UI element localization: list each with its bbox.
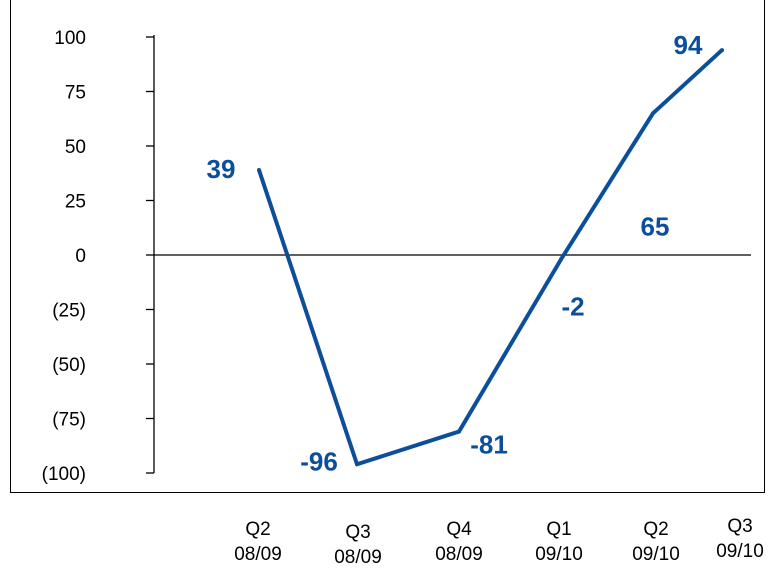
data-label: -96 [300,446,338,476]
y-tick-label: (25) [52,301,86,322]
data-label: 39 [207,154,236,184]
y-tick-label: 25 [65,192,86,213]
x-tick-label: Q3 09/10 [716,516,764,562]
data-point [651,111,655,116]
x-tick-label: Q2 08/09 [234,519,282,565]
x-tick-label: Q1 09/10 [535,519,583,565]
data-point [355,462,359,467]
data-label: -81 [470,430,508,460]
y-tick-label: (75) [52,410,86,431]
y-tick-label: 0 [75,246,86,267]
x-tick-label: Q4 08/09 [435,519,483,565]
data-point [257,167,261,172]
chart-frame [10,0,765,493]
data-label: -2 [561,291,584,321]
data-point [559,257,563,262]
data-point [457,429,461,434]
series-line [257,48,724,467]
y-tick-label: 75 [65,83,86,104]
y-tick-label: (100) [42,464,86,485]
x-tick-label: Q3 08/09 [334,522,382,568]
data-label: 94 [674,30,703,60]
data-label: 65 [641,211,670,241]
x-tick-label: Q2 09/10 [632,519,680,565]
y-tick-label: 50 [65,137,86,158]
data-point [720,48,724,53]
y-tick-label: 100 [54,28,86,49]
y-tick-label: (50) [52,355,86,376]
